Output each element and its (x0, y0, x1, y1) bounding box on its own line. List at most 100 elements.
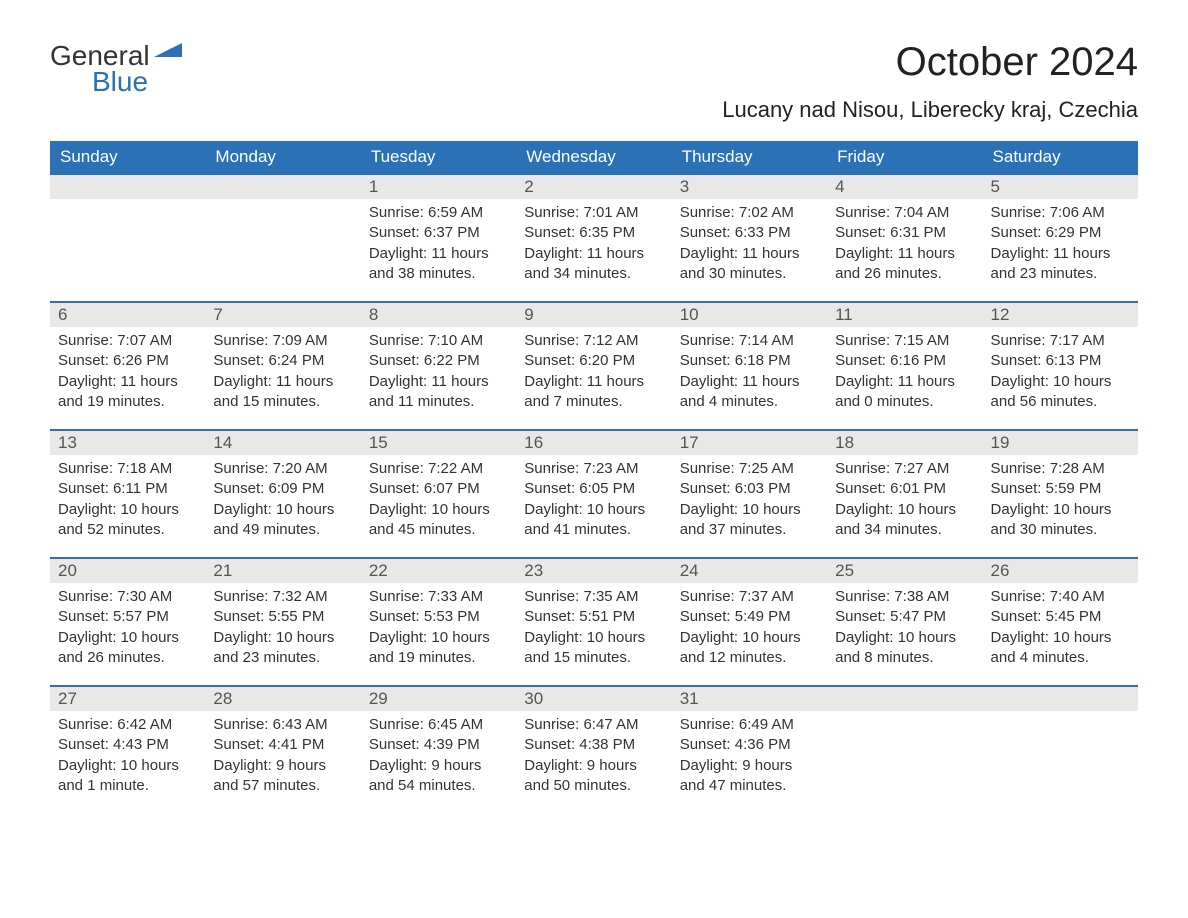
daylight-text: Daylight: 11 hours (835, 244, 974, 264)
day-number: 6 (50, 303, 205, 327)
day-content: Sunrise: 7:23 AMSunset: 6:05 PMDaylight:… (516, 455, 671, 550)
sunset-text: Sunset: 5:59 PM (991, 479, 1130, 499)
logo-flag-icon (154, 43, 184, 68)
week-row: 20 Sunrise: 7:30 AMSunset: 5:57 PM Dayligh… (50, 557, 1138, 685)
sunrise-text: Sunrise: 7:18 AM (58, 459, 197, 479)
daylight-text: Daylight: 10 hours (835, 628, 974, 648)
daylight-text: and 26 minutes. (58, 648, 197, 668)
month-title: October 2024 (722, 40, 1138, 85)
daylight-text: and 19 minutes. (369, 648, 508, 668)
daylight-text: Daylight: 10 hours (991, 372, 1130, 392)
sunrise-text: Sunrise: 7:37 AM (680, 587, 819, 607)
sunset-text: Sunset: 6:07 PM (369, 479, 508, 499)
sunset-text: Sunset: 6:01 PM (835, 479, 974, 499)
daylight-text: Daylight: 11 hours (58, 372, 197, 392)
sunrise-text: Sunrise: 7:14 AM (680, 331, 819, 351)
day-cell: 24Sunrise: 7:37 AMSunset: 5:49 PMDayligh… (672, 559, 827, 685)
sunset-text: Sunset: 6:35 PM (524, 223, 663, 243)
day-number: 7 (205, 303, 360, 327)
sunset-text: Sunset: 5:55 PM (213, 607, 352, 627)
sunrise-text: Sunrise: 7:04 AM (835, 203, 974, 223)
week-row: 6Sunrise: 7:07 AMSunset: 6:26 PMDaylight… (50, 301, 1138, 429)
day-number: 8 (361, 303, 516, 327)
day-cell: 12Sunrise: 7:17 AMSunset: 6:13 PMDayligh… (983, 303, 1138, 429)
daylight-text: Daylight: 9 hours (680, 756, 819, 776)
day-cell: 6Sunrise: 7:07 AMSunset: 6:26 PMDaylight… (50, 303, 205, 429)
day-content: Sunrise: 7:07 AMSunset: 6:26 PMDaylight:… (50, 327, 205, 422)
day-cell: 11Sunrise: 7:15 AMSunset: 6:16 PMDayligh… (827, 303, 982, 429)
sunset-text: Sunset: 5:57 PM (58, 607, 197, 627)
day-number (205, 175, 360, 199)
day-cell (827, 687, 982, 813)
day-cell: 26Sunrise: 7:40 AMSunset: 5:45 PMDayligh… (983, 559, 1138, 685)
day-content: Sunrise: 7:04 AMSunset: 6:31 PMDaylight:… (827, 199, 982, 294)
sunset-text: Sunset: 6:03 PM (680, 479, 819, 499)
day-content: Sunrise: 7:38 AMSunset: 5:47 PMDaylight:… (827, 583, 982, 678)
daylight-text: Daylight: 10 hours (58, 756, 197, 776)
day-number: 11 (827, 303, 982, 327)
day-cell: 29Sunrise: 6:45 AMSunset: 4:39 PMDayligh… (361, 687, 516, 813)
daylight-text: and 26 minutes. (835, 264, 974, 284)
sunset-text: Sunset: 6:33 PM (680, 223, 819, 243)
daylight-text: Daylight: 11 hours (369, 244, 508, 264)
day-number (50, 175, 205, 199)
day-content: Sunrise: 7:12 AMSunset: 6:20 PMDaylight:… (516, 327, 671, 422)
sunset-text: Sunset: 6:29 PM (991, 223, 1130, 243)
day-cell: 1Sunrise: 6:59 AMSunset: 6:37 PMDaylight… (361, 175, 516, 301)
day-number: 2 (516, 175, 671, 199)
daylight-text: and 30 minutes. (991, 520, 1130, 540)
day-number: 13 (50, 431, 205, 455)
day-number: 15 (361, 431, 516, 455)
day-cell: 17Sunrise: 7:25 AMSunset: 6:03 PMDayligh… (672, 431, 827, 557)
sunrise-text: Sunrise: 7:40 AM (991, 587, 1130, 607)
calendar: Sunday Monday Tuesday Wednesday Thursday… (50, 141, 1138, 813)
day-content: Sunrise: 7:01 AMSunset: 6:35 PMDaylight:… (516, 199, 671, 294)
day-content: Sunrise: 7:35 AMSunset: 5:51 PMDaylight:… (516, 583, 671, 678)
weeks-container: 1Sunrise: 6:59 AMSunset: 6:37 PMDaylight… (50, 173, 1138, 813)
weekday-header: Wednesday (516, 141, 671, 173)
day-number: 27 (50, 687, 205, 711)
day-number: 5 (983, 175, 1138, 199)
daylight-text: and 50 minutes. (524, 776, 663, 796)
daylight-text: and 49 minutes. (213, 520, 352, 540)
sunrise-text: Sunrise: 7:30 AM (58, 587, 197, 607)
day-number: 22 (361, 559, 516, 583)
sunrise-text: Sunrise: 6:47 AM (524, 715, 663, 735)
daylight-text: Daylight: 10 hours (213, 500, 352, 520)
weekday-header: Monday (205, 141, 360, 173)
day-cell: 23Sunrise: 7:35 AMSunset: 5:51 PMDayligh… (516, 559, 671, 685)
day-number: 20 (50, 559, 205, 583)
day-content: Sunrise: 7:14 AMSunset: 6:18 PMDaylight:… (672, 327, 827, 422)
daylight-text: Daylight: 9 hours (213, 756, 352, 776)
sunrise-text: Sunrise: 7:20 AM (213, 459, 352, 479)
daylight-text: and 56 minutes. (991, 392, 1130, 412)
sunset-text: Sunset: 5:45 PM (991, 607, 1130, 627)
weekday-header: Sunday (50, 141, 205, 173)
day-content (205, 199, 360, 279)
week-row: 13Sunrise: 7:18 AMSunset: 6:11 PMDayligh… (50, 429, 1138, 557)
day-content: Sunrise: 6:59 AMSunset: 6:37 PMDaylight:… (361, 199, 516, 294)
daylight-text: Daylight: 11 hours (680, 372, 819, 392)
daylight-text: and 41 minutes. (524, 520, 663, 540)
day-number: 4 (827, 175, 982, 199)
day-cell: 9Sunrise: 7:12 AMSunset: 6:20 PMDaylight… (516, 303, 671, 429)
day-cell: 19Sunrise: 7:28 AMSunset: 5:59 PMDayligh… (983, 431, 1138, 557)
daylight-text: Daylight: 10 hours (524, 628, 663, 648)
sunset-text: Sunset: 6:31 PM (835, 223, 974, 243)
day-cell: 18Sunrise: 7:27 AMSunset: 6:01 PMDayligh… (827, 431, 982, 557)
sunset-text: Sunset: 6:18 PM (680, 351, 819, 371)
day-cell: 31Sunrise: 6:49 AMSunset: 4:36 PMDayligh… (672, 687, 827, 813)
day-number: 19 (983, 431, 1138, 455)
sunset-text: Sunset: 6:22 PM (369, 351, 508, 371)
sunset-text: Sunset: 6:26 PM (58, 351, 197, 371)
sunrise-text: Sunrise: 7:22 AM (369, 459, 508, 479)
day-cell: 22Sunrise: 7:33 AMSunset: 5:53 PMDayligh… (361, 559, 516, 685)
daylight-text: and 54 minutes. (369, 776, 508, 796)
daylight-text: Daylight: 10 hours (369, 628, 508, 648)
day-number: 28 (205, 687, 360, 711)
day-content: Sunrise: 7:10 AMSunset: 6:22 PMDaylight:… (361, 327, 516, 422)
daylight-text: and 45 minutes. (369, 520, 508, 540)
daylight-text: Daylight: 11 hours (213, 372, 352, 392)
day-cell: 4Sunrise: 7:04 AMSunset: 6:31 PMDaylight… (827, 175, 982, 301)
sunrise-text: Sunrise: 7:23 AM (524, 459, 663, 479)
